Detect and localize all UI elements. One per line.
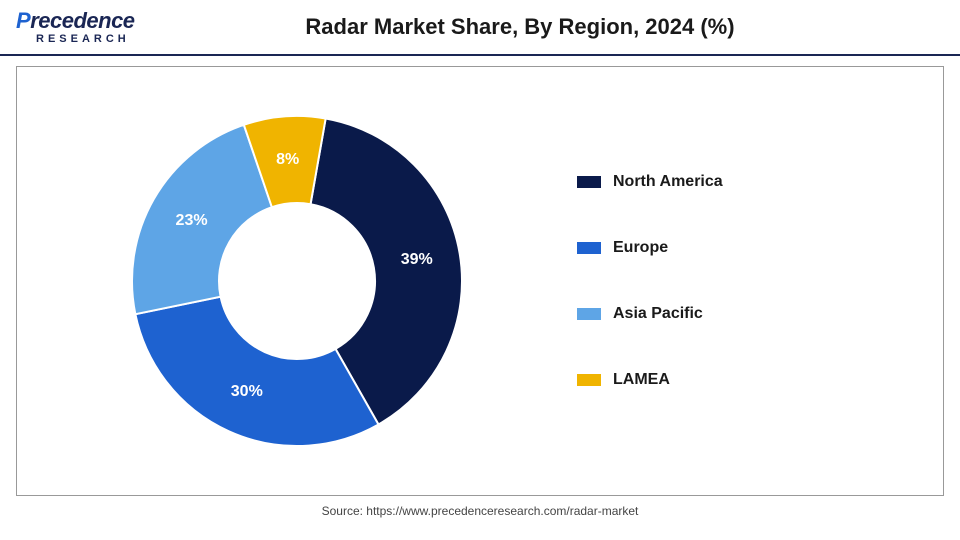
legend-item: Europe <box>577 239 943 257</box>
legend: North America Europe Asia Pacific LAMEA <box>537 173 943 389</box>
donut-chart: 39% 30% 23% 8% <box>17 66 537 496</box>
legend-item: LAMEA <box>577 371 943 389</box>
chart-container: 39% 30% 23% 8% North America Europe Asia Paci… <box>16 66 944 496</box>
donut-svg <box>17 66 537 496</box>
legend-item: North America <box>577 173 943 191</box>
legend-label: Europe <box>613 239 668 257</box>
logo-accent: P <box>16 8 30 33</box>
header: Precedence RESEARCH Radar Market Share, … <box>0 0 960 56</box>
page-title: Radar Market Share, By Region, 2024 (%) <box>96 14 944 40</box>
legend-item: Asia Pacific <box>577 305 943 323</box>
legend-label: Asia Pacific <box>613 305 703 323</box>
legend-swatch <box>577 176 601 188</box>
legend-swatch <box>577 374 601 386</box>
legend-label: North America <box>613 173 723 191</box>
legend-label: LAMEA <box>613 371 670 389</box>
slice-value-label: 30% <box>231 383 263 401</box>
source-text: Source: https://www.precedenceresearch.c… <box>0 504 960 518</box>
donut-slice <box>135 297 378 446</box>
slice-value-label: 8% <box>276 151 299 169</box>
legend-swatch <box>577 242 601 254</box>
slice-value-label: 23% <box>176 212 208 230</box>
slice-value-label: 39% <box>401 251 433 269</box>
legend-swatch <box>577 308 601 320</box>
